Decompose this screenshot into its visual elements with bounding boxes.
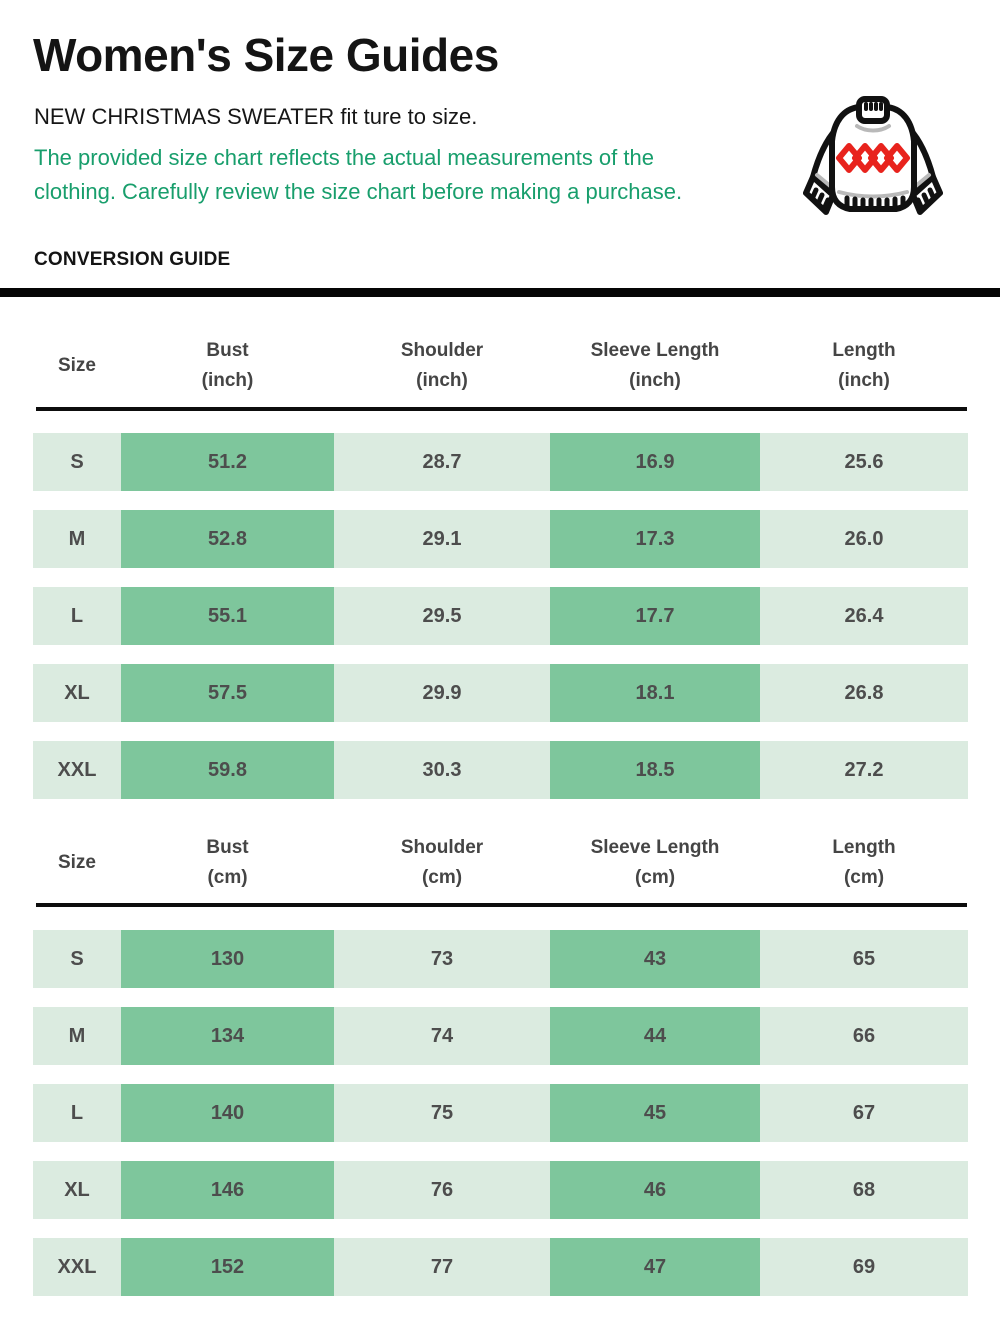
value-cell: 67 bbox=[760, 1084, 968, 1142]
christmas-sweater-icon bbox=[803, 96, 943, 215]
value-cell: 25.6 bbox=[760, 433, 968, 491]
value-cell: 47 bbox=[550, 1238, 760, 1296]
table-row: S 51.2 28.7 16.9 25.6 bbox=[33, 433, 968, 491]
table-row: L 140 75 45 67 bbox=[33, 1084, 968, 1142]
size-cell: L bbox=[33, 587, 121, 645]
value-cell: 28.7 bbox=[334, 433, 550, 491]
value-cell: 44 bbox=[550, 1007, 760, 1065]
value-cell: 55.1 bbox=[121, 587, 334, 645]
conversion-guide-label: CONVERSION GUIDE bbox=[34, 249, 231, 270]
table-row: M 134 74 44 66 bbox=[33, 1007, 968, 1065]
table-row: L 55.1 29.5 17.7 26.4 bbox=[33, 587, 968, 645]
value-cell: 45 bbox=[550, 1084, 760, 1142]
table-row: XL 57.5 29.9 18.1 26.8 bbox=[33, 664, 968, 722]
value-cell: 66 bbox=[760, 1007, 968, 1065]
size-cell: XL bbox=[33, 1161, 121, 1219]
value-cell: 29.1 bbox=[334, 510, 550, 568]
column-header: Length (inch) bbox=[832, 340, 896, 391]
column-header: Bust (inch) bbox=[201, 340, 254, 391]
value-cell: 65 bbox=[760, 930, 968, 988]
column-header: Sleeve Length (inch) bbox=[590, 340, 720, 391]
page-title: Women's Size Guides bbox=[33, 29, 499, 81]
value-cell: 75 bbox=[334, 1084, 550, 1142]
value-cell: 46 bbox=[550, 1161, 760, 1219]
table-row: S 130 73 43 65 bbox=[33, 930, 968, 988]
value-cell: 76 bbox=[334, 1161, 550, 1219]
table-row: XXL 59.8 30.3 18.5 27.2 bbox=[33, 741, 968, 799]
table-row: M 52.8 29.1 17.3 26.0 bbox=[33, 510, 968, 568]
value-cell: 152 bbox=[121, 1238, 334, 1296]
table-row: XXL 152 77 47 69 bbox=[33, 1238, 968, 1296]
value-cell: 30.3 bbox=[334, 741, 550, 799]
value-cell: 68 bbox=[760, 1161, 968, 1219]
table-row: XL 146 76 46 68 bbox=[33, 1161, 968, 1219]
inch-header-rule bbox=[36, 407, 967, 411]
value-cell: 73 bbox=[334, 930, 550, 988]
value-cell: 140 bbox=[121, 1084, 334, 1142]
value-cell: 43 bbox=[550, 930, 760, 988]
fit-subtitle: NEW CHRISTMAS SWEATER fit ture to size. bbox=[34, 104, 478, 129]
value-cell: 57.5 bbox=[121, 664, 334, 722]
size-cell: M bbox=[33, 510, 121, 568]
value-cell: 27.2 bbox=[760, 741, 968, 799]
section-divider-bar bbox=[0, 288, 1000, 297]
size-cell: L bbox=[33, 1084, 121, 1142]
column-header: Size bbox=[57, 355, 97, 376]
size-cell: XXL bbox=[33, 1238, 121, 1296]
value-cell: 52.8 bbox=[121, 510, 334, 568]
column-header: Bust (cm) bbox=[206, 837, 249, 888]
value-cell: 51.2 bbox=[121, 433, 334, 491]
size-table-inch: S 51.2 28.7 16.9 25.6 M 52.8 29.1 17.3 26.0 L 55.1 2… bbox=[33, 433, 968, 818]
value-cell: 134 bbox=[121, 1007, 334, 1065]
column-header: Length (cm) bbox=[832, 837, 896, 888]
size-cell: S bbox=[33, 930, 121, 988]
size-table-cm: S 130 73 43 65 M 134 74 44 66 L 140 75 45 67 XL 146 76 46 6… bbox=[33, 930, 968, 1315]
measurement-note: The provided size chart reflects the act… bbox=[34, 145, 683, 204]
cm-header-rule bbox=[36, 903, 967, 907]
value-cell: 29.9 bbox=[334, 664, 550, 722]
column-header: Size bbox=[57, 852, 97, 873]
size-cell: S bbox=[33, 433, 121, 491]
size-table-inch-header: Size Bust (inch) Shoulder (inch) Sleeve Lengt… bbox=[33, 334, 968, 398]
value-cell: 18.5 bbox=[550, 741, 760, 799]
value-cell: 59.8 bbox=[121, 741, 334, 799]
column-header: Sleeve Length (cm) bbox=[590, 837, 720, 888]
size-cell: M bbox=[33, 1007, 121, 1065]
value-cell: 26.8 bbox=[760, 664, 968, 722]
size-table-cm-header: Size Bust (cm) Shoulder (cm) Sleeve Length (cm… bbox=[33, 831, 968, 895]
value-cell: 16.9 bbox=[550, 433, 760, 491]
value-cell: 29.5 bbox=[334, 587, 550, 645]
value-cell: 17.7 bbox=[550, 587, 760, 645]
value-cell: 74 bbox=[334, 1007, 550, 1065]
column-header: Shoulder (inch) bbox=[400, 340, 484, 391]
value-cell: 26.4 bbox=[760, 587, 968, 645]
value-cell: 18.1 bbox=[550, 664, 760, 722]
size-cell: XXL bbox=[33, 741, 121, 799]
value-cell: 26.0 bbox=[760, 510, 968, 568]
value-cell: 146 bbox=[121, 1161, 334, 1219]
value-cell: 77 bbox=[334, 1238, 550, 1296]
value-cell: 69 bbox=[760, 1238, 968, 1296]
value-cell: 130 bbox=[121, 930, 334, 988]
column-header: Shoulder (cm) bbox=[400, 837, 484, 888]
size-cell: XL bbox=[33, 664, 121, 722]
value-cell: 17.3 bbox=[550, 510, 760, 568]
